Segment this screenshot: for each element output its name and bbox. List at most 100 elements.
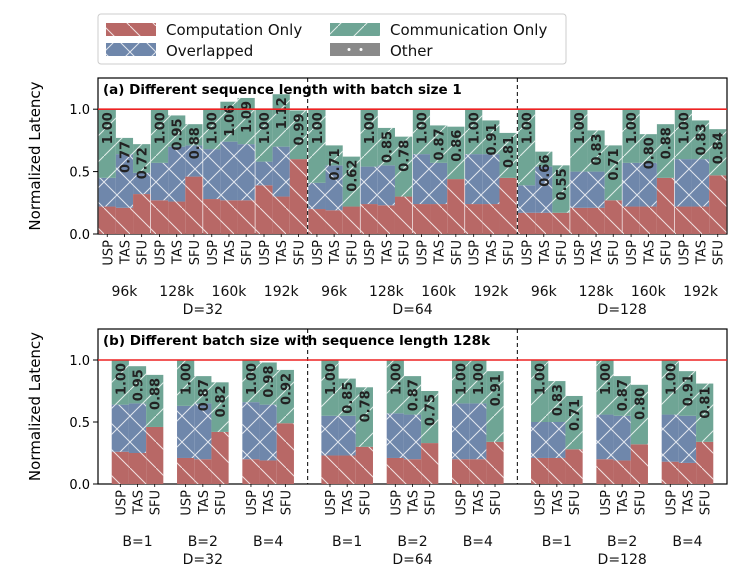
bar-segment-hatch <box>289 110 308 160</box>
bar-segment-hatch <box>115 137 134 155</box>
method-tick-label: USP <box>114 490 129 516</box>
bar-segment-hatch <box>691 206 710 234</box>
bar-segment-hatch <box>386 457 404 484</box>
data-label: 0.87 <box>407 379 422 411</box>
bar-segment-hatch <box>386 360 404 414</box>
panel-title: (a) Different sequence length with batch… <box>103 82 462 98</box>
group-label: D=128 <box>598 302 647 318</box>
category-label: 192k <box>683 284 719 300</box>
data-label: 1.00 <box>534 363 549 395</box>
method-tick-label: TAS <box>132 490 147 515</box>
bar-segment-hatch <box>194 376 212 404</box>
bar-segment-hatch <box>678 415 697 463</box>
bar-segment-hatch <box>325 145 343 166</box>
method-tick-label: USP <box>677 240 692 266</box>
bar-segment-hatch <box>465 204 483 234</box>
bar-segment-hatch <box>360 109 378 167</box>
category-label: 96k <box>111 284 138 300</box>
data-label: 0.66 <box>538 155 553 187</box>
category-label: B=2 <box>188 534 218 550</box>
method-tick-label: SFU <box>502 240 517 265</box>
method-tick-label: TAS <box>616 490 631 515</box>
data-label: 0.95 <box>132 369 147 401</box>
bar-segment-hatch <box>430 162 448 205</box>
bar-segment-hatch <box>691 159 710 207</box>
bar-segment-hatch <box>674 206 692 234</box>
method-tick-label: USP <box>258 240 273 266</box>
legend: Computation Only Communication Only Over… <box>97 13 567 65</box>
bar-segment-hatch <box>403 414 422 460</box>
bar-segment-hatch <box>482 120 500 155</box>
bar-segment-hatch <box>587 207 605 234</box>
bar-segment-hatch <box>289 159 308 234</box>
data-label: 1.00 <box>573 112 588 144</box>
bar-segment-hatch <box>661 414 679 462</box>
method-tick-label: USP <box>521 240 536 266</box>
bar-segment-hatch <box>355 446 373 484</box>
bar-segment-hatch <box>613 460 631 484</box>
data-label: 0.99 <box>292 113 307 145</box>
bar-segment-hatch <box>696 383 714 442</box>
bar-segment-hatch <box>535 212 553 234</box>
method-tick-label: USP <box>664 490 679 516</box>
method-tick-label: TAS <box>341 490 356 515</box>
method-tick-label: SFU <box>136 240 151 265</box>
bar-segment-hatch <box>696 441 714 484</box>
bar-segment-hatch <box>150 162 169 201</box>
bar-segment-hatch <box>570 171 588 208</box>
bar-segment-hatch <box>499 132 517 178</box>
plot-frame <box>97 77 728 235</box>
bar-segment-hatch <box>499 177 517 234</box>
bar-segment-hatch <box>98 206 116 234</box>
legend-label-computation: Computation Only <box>166 21 302 39</box>
bar-segment-hatch <box>482 154 500 205</box>
method-tick-label: TAS <box>407 490 422 515</box>
method-tick-label: SFU <box>659 240 674 265</box>
legend-label-other: Other <box>390 42 433 60</box>
bar-segment-hatch <box>469 403 487 460</box>
bar-segment-hatch <box>115 154 134 208</box>
method-tick-label: TAS <box>380 240 395 265</box>
bar-segment-hatch <box>412 109 431 155</box>
data-label: 0.92 <box>279 373 294 405</box>
bar-segment-hatch <box>447 126 465 180</box>
category-label: B=1 <box>122 534 152 550</box>
bar-segment-hatch <box>242 360 260 403</box>
bar-segment-hatch <box>276 369 294 424</box>
method-tick-label: USP <box>363 240 378 266</box>
data-label: 0.95 <box>171 118 186 150</box>
bar-segment-hatch <box>691 120 710 160</box>
method-tick-label: USP <box>455 490 470 516</box>
bar-segment-hatch <box>613 415 631 461</box>
bar-segment-hatch <box>146 374 164 427</box>
bar-segment-hatch <box>674 159 692 207</box>
data-label: 0.77 <box>118 141 133 173</box>
bar-segment-hatch <box>709 129 727 176</box>
data-label: 0.78 <box>358 390 373 422</box>
bar-segment-hatch <box>552 212 570 234</box>
group-label: D=32 <box>183 552 223 568</box>
bar-segment-hatch <box>168 146 186 202</box>
method-tick-label: SFU <box>607 240 622 265</box>
bar-segment-hatch <box>211 382 229 432</box>
method-tick-label: USP <box>599 490 614 516</box>
bar-segment-hatch <box>531 422 549 458</box>
category-label: B=2 <box>607 534 637 550</box>
bar-segment-hatch <box>548 381 566 422</box>
method-tick-label: SFU <box>450 240 465 265</box>
method-tick-label: SFU <box>345 240 360 265</box>
bar-segment-hatch <box>587 171 605 208</box>
bar-segment-hatch <box>308 182 326 210</box>
bar-segment-hatch <box>622 206 640 234</box>
bar-segment-hatch <box>255 109 273 162</box>
bar-segment-hatch <box>177 405 195 458</box>
category-label: 192k <box>473 284 509 300</box>
bar-segment-hatch <box>531 360 549 422</box>
bar-segment-hatch <box>604 200 622 234</box>
bar-segment-hatch <box>203 149 221 200</box>
bar-segment-hatch <box>552 165 570 213</box>
bar-segment-hatch <box>548 457 566 484</box>
bar-segment-hatch <box>394 196 413 234</box>
data-label: 1.00 <box>521 112 536 144</box>
bar-segment-hatch <box>565 395 583 450</box>
